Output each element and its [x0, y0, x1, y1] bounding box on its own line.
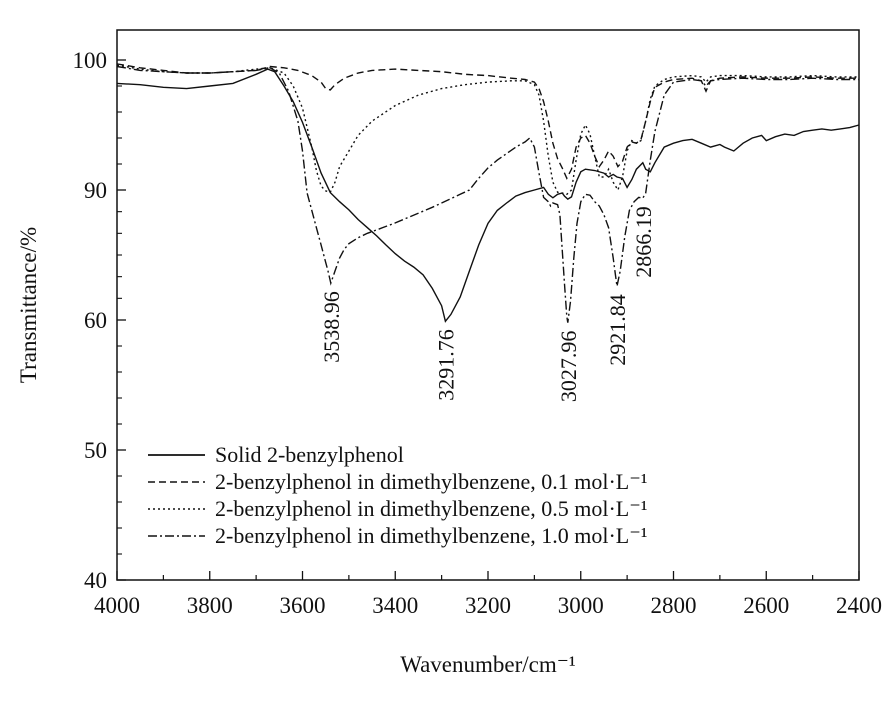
legend-label-1: Solid 2-benzylphenol — [215, 442, 404, 467]
legend-label-3: 2-benzylphenol in dimethylbenzene, 0.5 m… — [215, 496, 647, 521]
peak-label: 3291.76 — [433, 329, 458, 401]
peak-label: 2866.19 — [631, 206, 656, 278]
x-tick-label: 3600 — [280, 593, 326, 618]
x-tick-label: 3800 — [187, 593, 233, 618]
y-tick-label: 100 — [73, 48, 108, 73]
y-tick-label: 40 — [84, 568, 107, 593]
y-axis-title: Transmittance/% — [16, 227, 41, 383]
peak-label: 2921.84 — [605, 294, 630, 366]
x-tick-label: 3200 — [465, 593, 511, 618]
x-tick-label: 2400 — [836, 593, 882, 618]
x-tick-label: 3000 — [558, 593, 604, 618]
y-axis: 40 50 60 90 100 — [73, 48, 126, 593]
series-layer — [116, 63, 860, 323]
x-tick-label: 2800 — [651, 593, 697, 618]
x-axis: 4000 3800 3600 3400 3200 3000 2800 2600 2400 — [94, 571, 882, 618]
x-tick-label: 2600 — [743, 593, 789, 618]
series-line-1 — [116, 68, 860, 323]
y-tick-label: 90 — [84, 178, 107, 203]
legend-label-4: 2-benzylphenol in dimethylbenzene, 1.0 m… — [215, 523, 647, 548]
y-tick-label: 50 — [84, 438, 107, 463]
x-tick-label: 3400 — [372, 593, 418, 618]
series-line-4 — [116, 65, 859, 323]
peak-label: 3538.96 — [319, 291, 344, 363]
x-tick-label: 4000 — [94, 593, 140, 618]
legend-label-2: 2-benzylphenol in dimethylbenzene, 0.1 m… — [215, 469, 647, 494]
series-line-2 — [116, 63, 859, 180]
peak-label: 3027.96 — [556, 331, 581, 403]
x-axis-title: Wavenumber/cm⁻¹ — [400, 652, 576, 677]
y-tick-label: 60 — [84, 308, 107, 333]
